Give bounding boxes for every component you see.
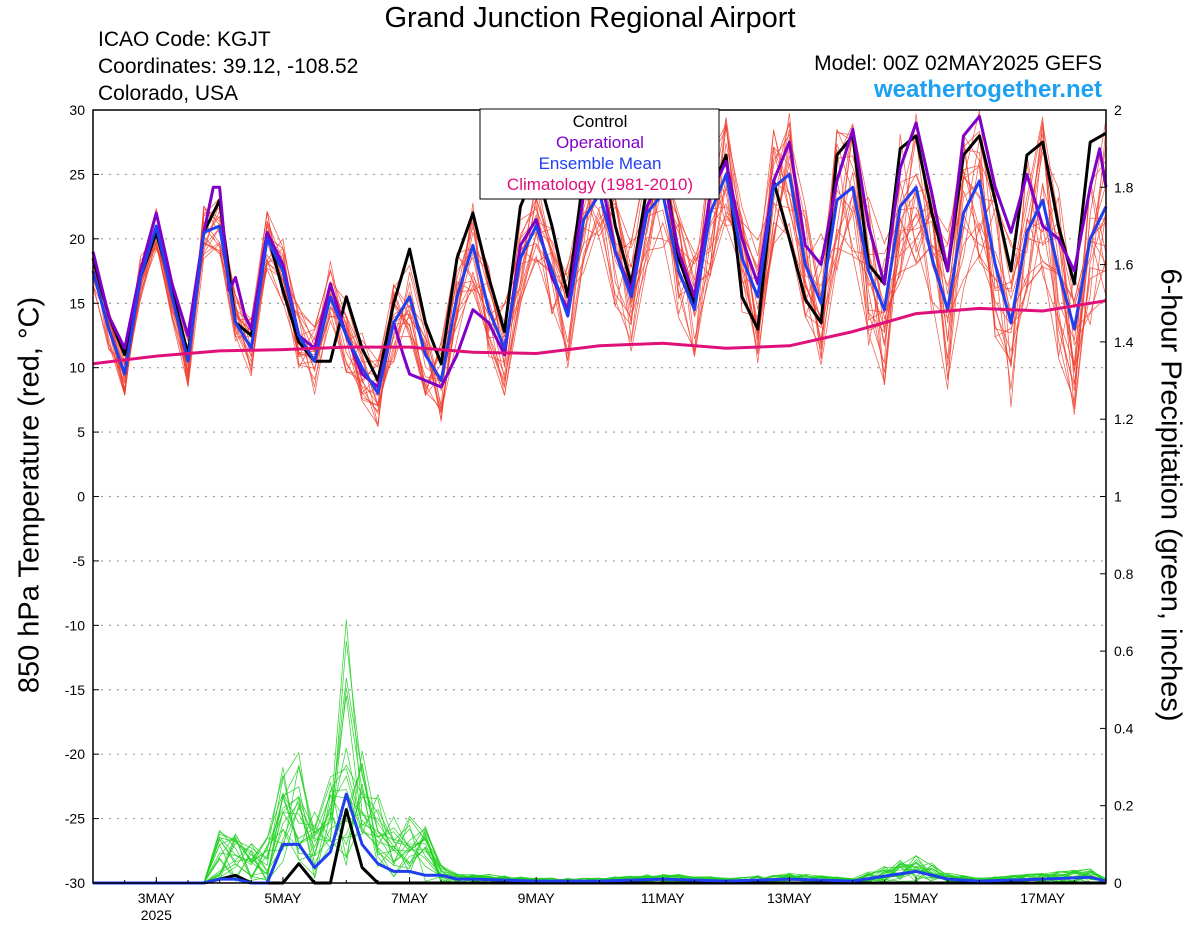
y-tick-label: 5 [77,424,85,440]
precip-member-line [93,688,1107,884]
precip-line-control [93,808,1106,885]
precip-member-line [93,792,1107,884]
y2-tick-label: 1 [1114,489,1122,505]
icao-code: ICAO Code: KGJT [98,28,271,51]
y-tick-label: 20 [69,231,85,247]
region: Colorado, USA [98,82,239,105]
y-tick-label: 15 [69,295,85,311]
x-tick-label: 7MAY [391,890,429,906]
axis-ticks: -30-25-20-15-10-505101520253000.20.40.60… [65,102,1134,923]
x-tick-label: 15MAY [894,890,940,906]
y2-tick-label: 0.4 [1114,720,1134,736]
chart-title: Grand Junction Regional Airport [384,2,796,34]
temp-member-line [92,171,1107,407]
x-tick-label: 11MAY [641,890,685,906]
website-link[interactable]: weathertogether.net [873,76,1102,103]
y-tick-label: 0 [77,489,85,505]
y2-tick-label: 0 [1114,875,1122,891]
legend-box [479,108,720,200]
y-tick-label: 30 [69,102,85,118]
y2-tick-label: 1.6 [1114,257,1134,273]
y-tick-label: -30 [65,875,85,891]
model-run: Model: 00Z 02MAY2025 GEFS [814,52,1102,75]
precip-member-line [93,775,1107,884]
precip-member-line [93,695,1107,884]
coordinates: Coordinates: 39.12, -108.52 [98,55,359,78]
precip-member-line [93,619,1107,884]
y2-tick-label: 0.8 [1114,566,1134,582]
legend-entry: Ensemble Mean [539,154,662,173]
y2-tick-label: 1.2 [1114,411,1134,427]
y2-tick-label: 2 [1114,102,1122,118]
y-tick-label: -10 [65,617,85,633]
temp-line-operational [91,114,1108,389]
y-tick-label: 10 [69,360,85,376]
y-tick-label: 25 [69,166,85,182]
legend-entry: Climatology (1981-2010) [507,175,693,194]
y-tick-label: -15 [65,682,85,698]
x-tick-sublabel: 2025 [141,907,172,923]
x-tick-label: 17MAY [1020,890,1066,906]
precip-member-line [93,783,1107,884]
x-tick-label: 13MAY [767,890,813,906]
y2-tick-label: 1.4 [1114,334,1134,350]
series-lines [91,114,1108,885]
legend-entry: Control [573,112,628,131]
y2-tick-label: 0.2 [1114,798,1134,814]
temp-line-climatology-1981-2010 [92,299,1107,366]
y-tick-label: -25 [65,811,85,827]
grid [93,173,1106,820]
y-tick-label: -20 [65,746,85,762]
x-tick-label: 5MAY [264,890,302,906]
precip-member-line [93,792,1107,884]
precip-member-line [93,781,1107,884]
y2-tick-label: 0.6 [1114,643,1134,659]
legend-entry: Operational [556,133,644,152]
precip-member-line [93,789,1107,884]
x-tick-label: 9MAY [518,890,556,906]
precip-member-line [93,640,1107,884]
legend: Control Operational Ensemble Mean Climatolo… [479,108,720,200]
precip-member-line [93,775,1107,884]
y2-tick-label: 1.8 [1114,179,1134,195]
x-tick-label: 3MAY [138,890,176,906]
precip-line-ensemble-mean [93,792,1107,885]
y-tick-label: -5 [73,553,86,569]
